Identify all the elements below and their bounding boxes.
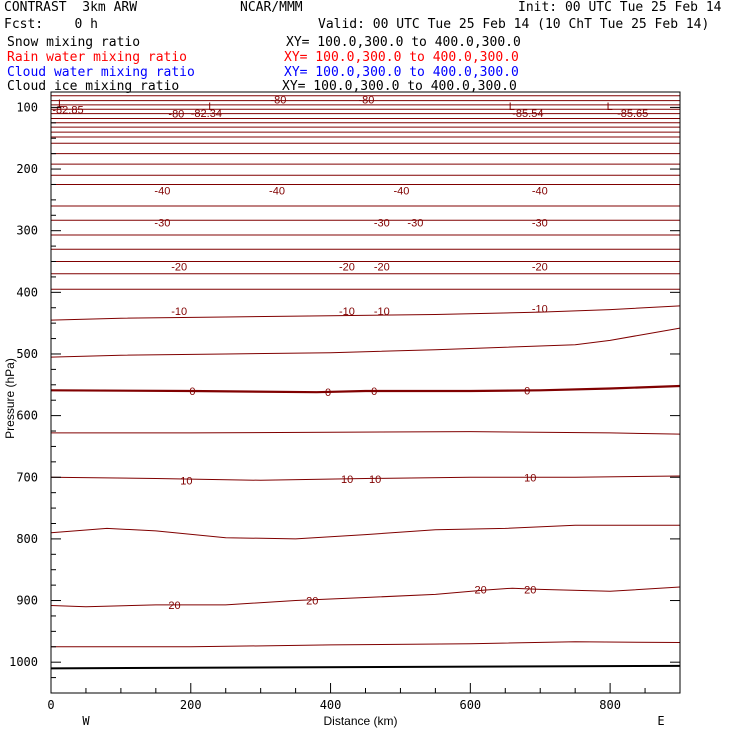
contour-value-label: -30 <box>374 218 390 230</box>
contour-value-label: -30 <box>407 218 423 230</box>
y-tick-label: 700 <box>16 470 38 484</box>
valid-time: Valid: 00 UTC Tue 25 Feb 14 (10 ChT Tue … <box>318 17 710 32</box>
contour-value-label: -85.54 <box>512 108 543 120</box>
field-name-cloud-water: Cloud water mixing ratio <box>7 65 195 80</box>
contour-value-label: -20 <box>171 261 187 273</box>
contour-value-label: 0 <box>325 387 331 399</box>
low-center-label: L <box>509 101 515 113</box>
x-tick-label: 0 <box>47 698 54 712</box>
contour-value-label: 20 <box>168 600 180 612</box>
contour-value-label: -10 <box>532 303 548 315</box>
surface-line <box>50 664 681 670</box>
contour-line <box>50 384 681 394</box>
contour-labels: -82.85 -82.34 -85.54 -85.65-80 -80-80-40 -40-… <box>52 94 648 611</box>
contour-value-label: -40 <box>532 186 548 198</box>
contour-value-label: 0 <box>524 385 530 397</box>
center-title: NCAR/MMM <box>240 0 303 15</box>
contour-value-label: -80 <box>168 109 184 121</box>
low-center-label: L <box>208 101 214 113</box>
plot-frame <box>50 91 681 694</box>
contour-value-label: -85.65 <box>617 108 648 120</box>
x-axis-east-label: E <box>657 714 664 728</box>
y-tick-label: 900 <box>16 594 38 608</box>
contour-lines <box>50 95 681 648</box>
field-xy-cloud-ice: XY= 100.0,300.0 to 400.0,300.0 <box>282 79 517 94</box>
field-xy-rain: XY= 100.0,300.0 to 400.0,300.0 <box>284 50 519 65</box>
contour-value-label: 0 <box>189 386 195 398</box>
low-center-label: L <box>58 98 64 110</box>
contour-value-label: -10 <box>374 306 390 318</box>
x-tick-label: 800 <box>599 698 621 712</box>
x-axis-title: Distance (km) <box>323 714 397 728</box>
field-xy-cloud-water: XY= 100.0,300.0 to 400.0,300.0 <box>284 65 519 80</box>
contour-value-label: 20 <box>306 596 318 608</box>
y-tick-label: 200 <box>16 162 38 176</box>
field-xy-snow: XY= 100.0,300.0 to 400.0,300.0 <box>286 35 521 50</box>
y-tick-label: 800 <box>16 532 38 546</box>
y-tick-label: 300 <box>16 224 38 238</box>
y-tick-label: 600 <box>16 409 38 423</box>
contour-value-label: -80 <box>359 94 375 106</box>
y-tick-label: 500 <box>16 347 38 361</box>
contour-value-label: -20 <box>339 261 355 273</box>
contour-value-label: 10 <box>341 474 353 486</box>
forecast-hour: Fcst: 0 h <box>4 17 98 32</box>
contour-line <box>50 586 681 608</box>
x-tick-label: 200 <box>180 698 202 712</box>
contour-value-label: -80 <box>270 94 286 106</box>
y-tick-label: 1000 <box>9 655 38 669</box>
contour-value-label: -30 <box>154 218 170 230</box>
contour-value-label: 20 <box>524 584 536 596</box>
x-tick-label: 400 <box>320 698 342 712</box>
contour-value-label: -40 <box>269 186 285 198</box>
field-name-rain: Rain water mixing ratio <box>7 50 188 65</box>
contour-value-label: -30 <box>532 218 548 230</box>
model-title: CONTRAST 3km ARW <box>4 0 138 15</box>
x-axis-ticks: 0 200 400 600 800 <box>47 683 681 712</box>
init-time: Init: 00 UTC Tue 25 Feb 14 <box>518 0 722 15</box>
contour-value-label: 0 <box>371 386 377 398</box>
x-tick-label: 600 <box>459 698 481 712</box>
contour-value-label: -82.34 <box>191 108 222 120</box>
contour-value-label: 10 <box>369 474 381 486</box>
contour-line <box>50 475 681 481</box>
contour-value-label: -20 <box>532 261 548 273</box>
contour-value-label: 10 <box>180 475 192 487</box>
y-axis-title: Pressure (hPa) <box>3 358 17 439</box>
contour-value-label: -40 <box>393 186 409 198</box>
contour-value-label: -40 <box>154 186 170 198</box>
contour-value-label: -20 <box>374 261 390 273</box>
contour-value-label: 10 <box>524 472 536 484</box>
contour-value-label: -10 <box>171 306 187 318</box>
contour-line <box>51 641 681 648</box>
y-tick-label: 400 <box>16 285 38 299</box>
contour-line <box>51 431 681 435</box>
contour-value-label: 20 <box>475 584 487 596</box>
contour-line <box>50 305 681 321</box>
contour-line <box>50 524 680 540</box>
field-name-snow: Snow mixing ratio <box>7 35 141 50</box>
y-tick-label: 100 <box>16 100 38 114</box>
x-axis-west-label: W <box>82 714 90 728</box>
low-center-label: L <box>607 101 613 113</box>
field-name-cloud-ice: Cloud ice mixing ratio <box>7 79 180 94</box>
contour-line <box>50 327 681 358</box>
contour-value-label: -10 <box>339 306 355 318</box>
